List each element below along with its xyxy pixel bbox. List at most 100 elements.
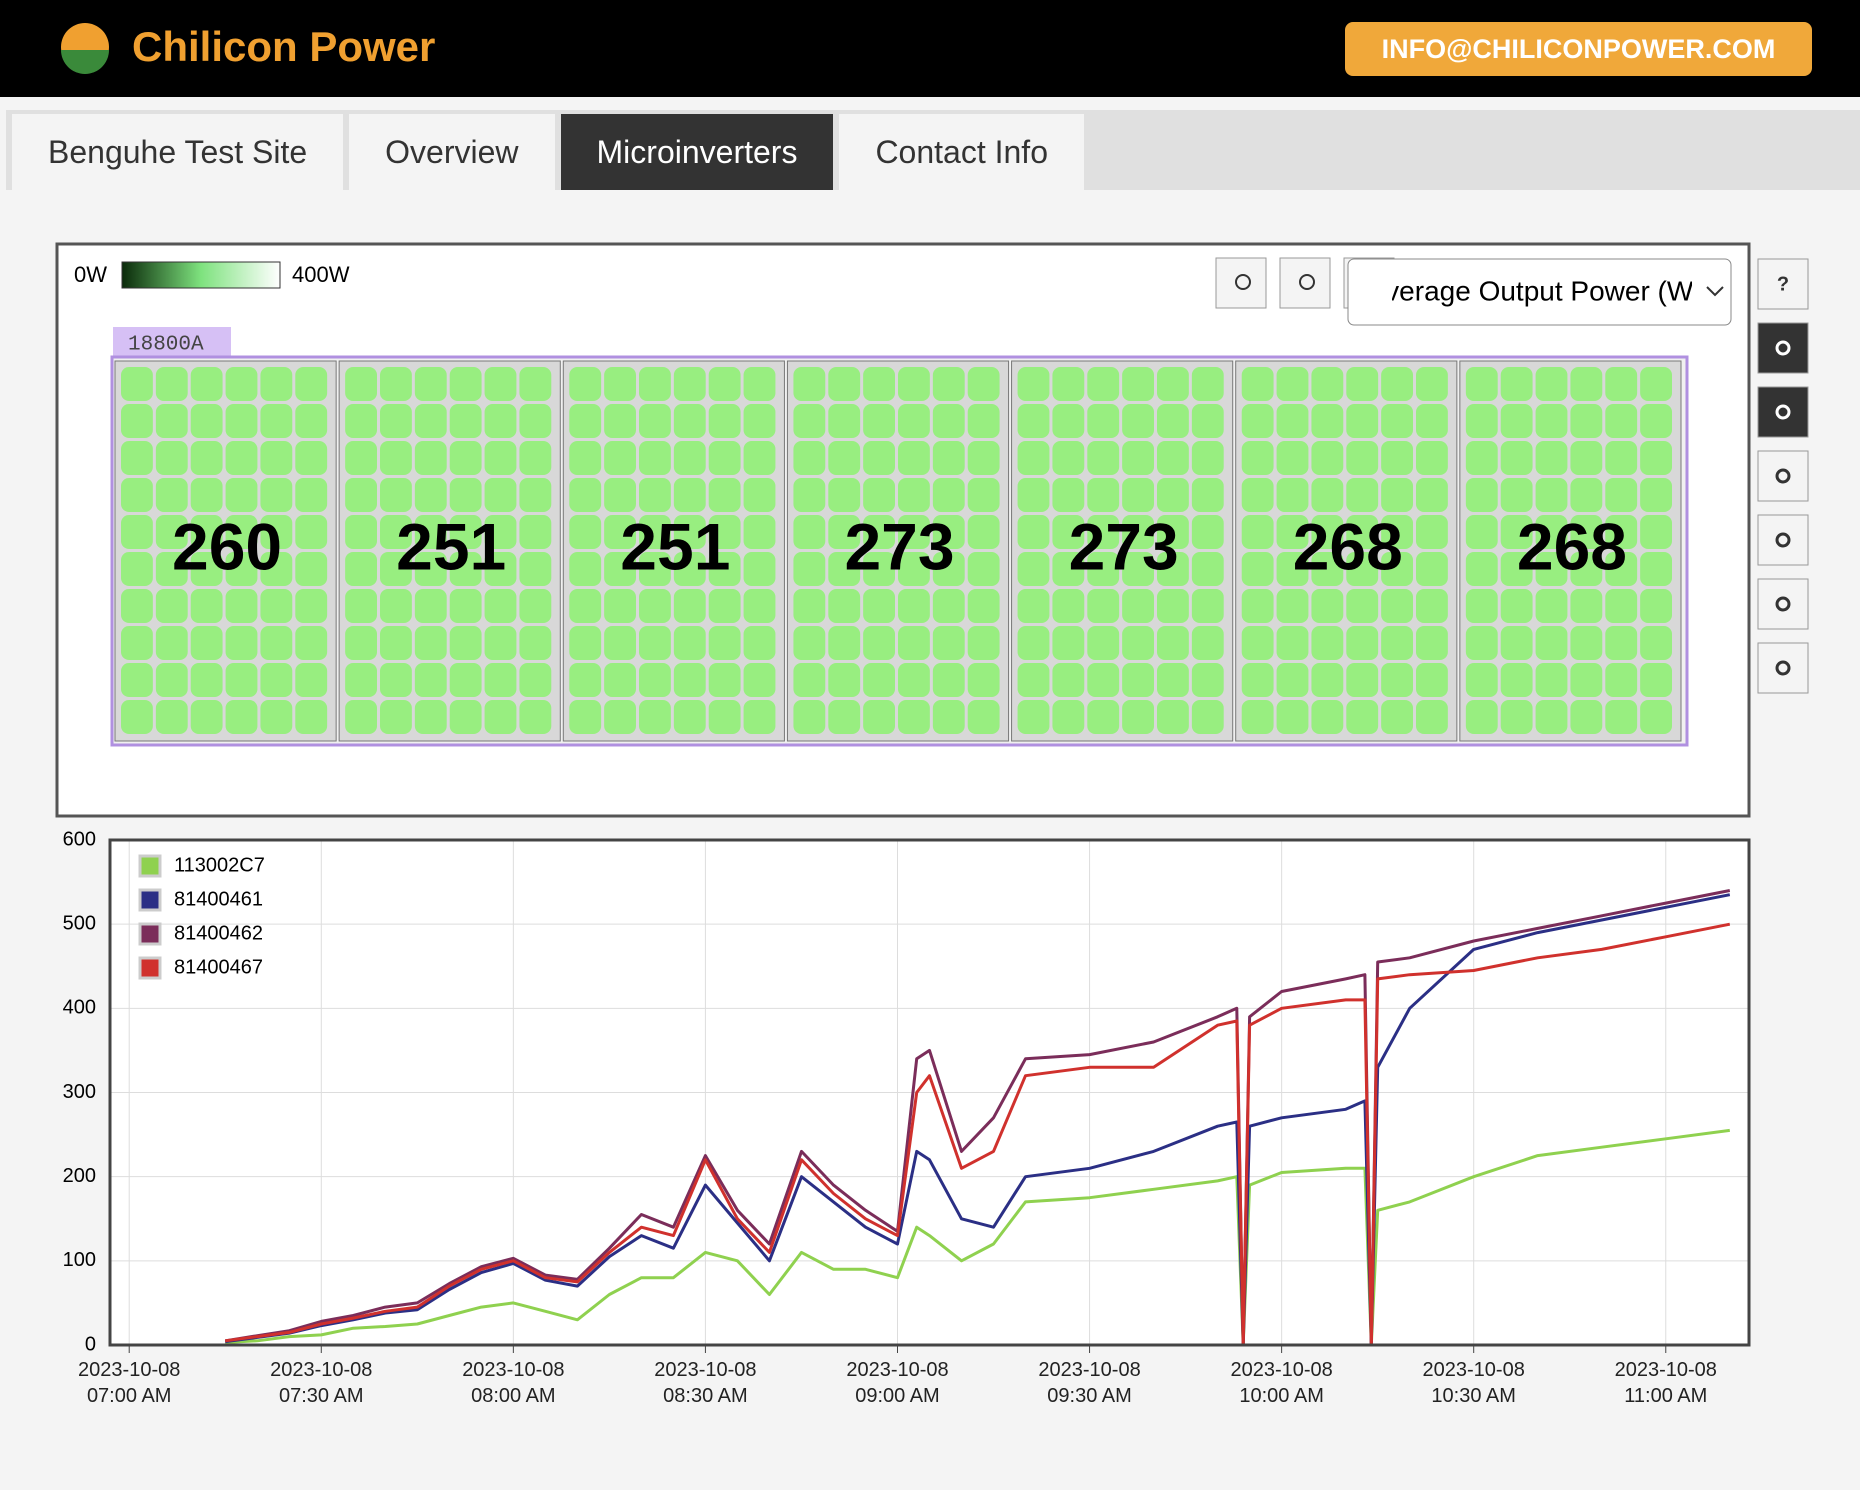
cell (449, 404, 482, 438)
chevron (1706, 286, 1724, 297)
cell (519, 552, 552, 586)
cell (1157, 404, 1189, 438)
tab[interactable]: Microinverters (560, 114, 834, 190)
cell (225, 552, 258, 586)
cell (1465, 700, 1498, 734)
cell (414, 589, 447, 623)
legend-label: 113002C7 (174, 854, 265, 876)
cell (1157, 626, 1189, 660)
cell (155, 626, 188, 660)
icon (1299, 274, 1315, 290)
cell (1605, 441, 1638, 475)
cell (1416, 589, 1448, 623)
scale-bar (121, 261, 281, 289)
cell (155, 700, 188, 734)
cell (295, 441, 328, 475)
cell (863, 478, 895, 512)
email-button[interactable]: INFO@CHILICONPOWER.COM (1345, 22, 1812, 76)
cell (569, 404, 602, 438)
cell (225, 515, 258, 549)
cell (225, 404, 258, 438)
cell (190, 478, 223, 512)
cell (1416, 552, 1448, 586)
cell (1241, 626, 1274, 660)
cell (708, 367, 741, 401)
cell (569, 589, 602, 623)
cell (380, 478, 412, 512)
tool-button[interactable] (1757, 386, 1809, 438)
tab[interactable]: Overview (349, 114, 555, 190)
tool-button[interactable] (1757, 578, 1809, 630)
cell (519, 700, 552, 734)
cell (1605, 700, 1638, 734)
cell (414, 515, 447, 549)
cell (569, 441, 602, 475)
logo: Chilicon Power (50, 12, 435, 82)
cell (639, 626, 671, 660)
zoom-in[interactable] (1215, 257, 1267, 309)
cell (484, 589, 517, 623)
cell (743, 441, 776, 475)
cell (380, 515, 412, 549)
cell (1346, 478, 1379, 512)
tabs: Benguhe Test Site Overview Microinverters C… (6, 110, 1860, 190)
cell (863, 700, 895, 734)
cell (932, 404, 965, 438)
legend-swatch (138, 922, 162, 946)
cell (121, 700, 153, 734)
cell (484, 478, 517, 512)
cell (190, 515, 223, 549)
cell (484, 515, 517, 549)
tool-button[interactable] (1757, 514, 1809, 566)
cell (1052, 700, 1085, 734)
cell (1191, 552, 1224, 586)
cell (604, 404, 636, 438)
cell (1122, 589, 1154, 623)
cell (793, 367, 826, 401)
cell (673, 367, 706, 401)
cell (708, 663, 741, 697)
tool-button[interactable] (1757, 642, 1809, 694)
cell (743, 700, 776, 734)
series-line (225, 922, 1731, 1347)
cell (449, 663, 482, 697)
cell (260, 589, 293, 623)
zoom-out[interactable] (1279, 257, 1331, 309)
tab[interactable]: Benguhe Test Site (12, 114, 344, 190)
cell (863, 626, 895, 660)
dropdown[interactable] (1347, 258, 1732, 326)
cell (155, 441, 188, 475)
cell (1311, 700, 1344, 734)
cell (121, 552, 153, 586)
cell (155, 478, 188, 512)
cell (1087, 700, 1120, 734)
tool-button[interactable] (1757, 450, 1809, 502)
cell (260, 367, 293, 401)
cell (708, 404, 741, 438)
panel-value: 268 (1293, 509, 1403, 583)
cell (708, 478, 741, 512)
cell (260, 663, 293, 697)
help-icon: ? (1777, 273, 1789, 295)
cell (519, 626, 552, 660)
cell (155, 404, 188, 438)
y-tick-label: 200 (63, 1165, 96, 1187)
cell (1052, 441, 1085, 475)
cell (121, 441, 153, 475)
tool-button[interactable] (1757, 322, 1809, 374)
x-tick-label: 2023-10-08 08:30 AM (654, 1359, 757, 1407)
cell (345, 700, 377, 734)
tab[interactable]: Contact Info (839, 114, 1084, 190)
cell (673, 589, 706, 623)
tool-button[interactable] (1757, 258, 1809, 310)
cell (1087, 478, 1120, 512)
cell (673, 478, 706, 512)
dropdown-text: Average Output Power (W) (1367, 275, 1703, 306)
cell (673, 626, 706, 660)
cell (932, 441, 965, 475)
cell (1346, 626, 1379, 660)
cell (519, 478, 552, 512)
panel-value: 273 (844, 509, 954, 583)
cell (1241, 367, 1274, 401)
x-tick-label: 2023-10-08 08:00 AM (462, 1359, 565, 1407)
